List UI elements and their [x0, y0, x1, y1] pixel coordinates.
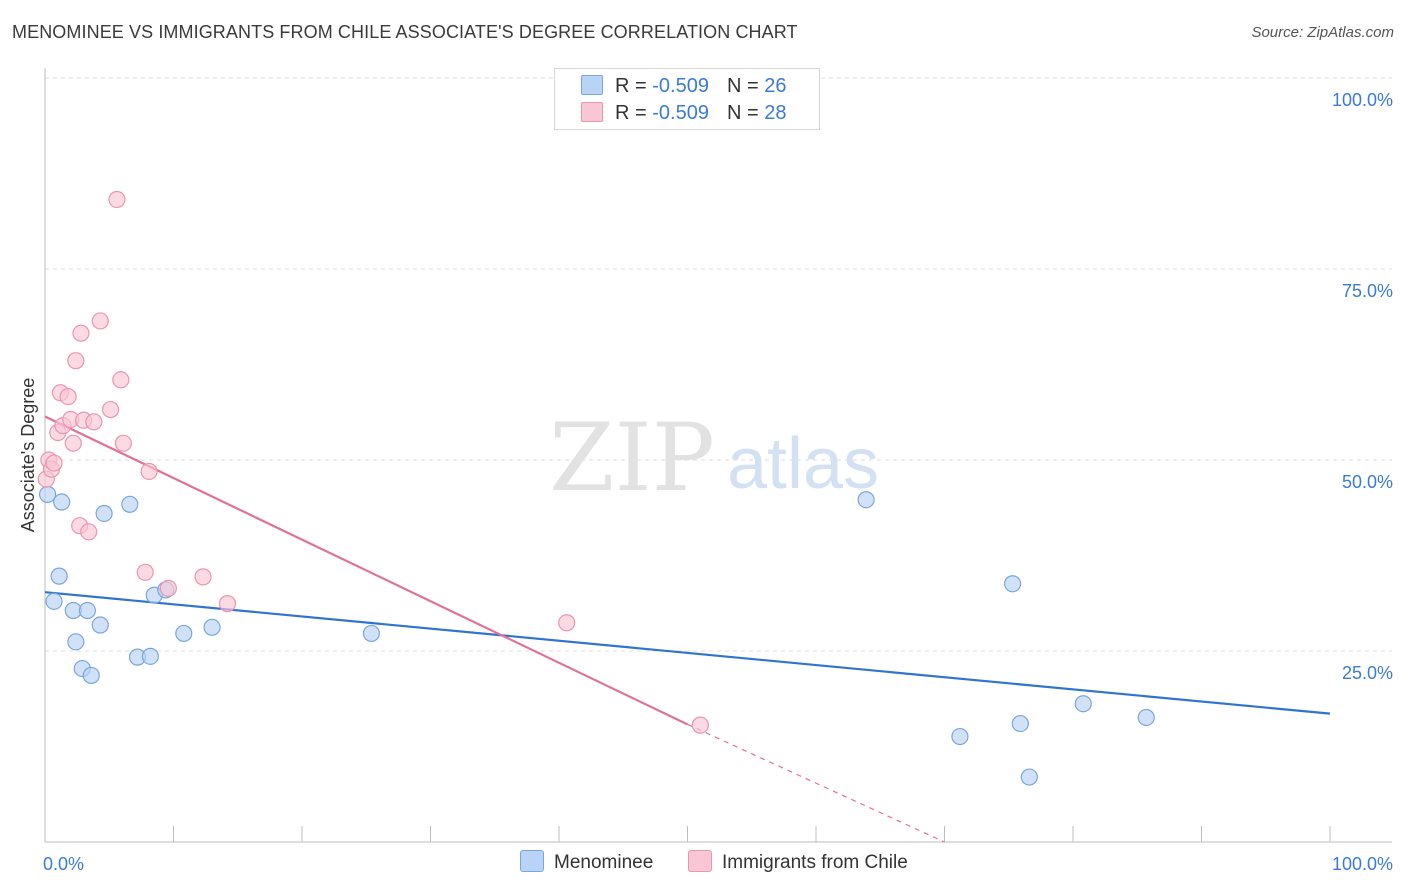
points-layer — [37, 190, 1155, 786]
menominee-point[interactable] — [175, 624, 193, 643]
chile-point[interactable] — [67, 352, 85, 370]
legend-row-chile: R = -0.509 N = 28 — [581, 102, 786, 126]
chile-point[interactable] — [59, 387, 77, 406]
axes-layer: 100.0% 75.0% 50.0% 25.0% 0.0% 100.0% — [43, 68, 1393, 874]
chile-trendline-extension — [687, 723, 945, 843]
menominee-point[interactable] — [91, 616, 109, 634]
source-credit: Source: ZipAtlas.com — [1251, 24, 1394, 41]
menominee-point[interactable] — [50, 567, 68, 585]
legend-swatch-chile — [581, 102, 603, 122]
legend-swatch-chile — [688, 850, 712, 872]
chile-point[interactable] — [72, 324, 90, 342]
menominee-point[interactable] — [1004, 575, 1022, 593]
chart-title: MENOMINEE VS IMMIGRANTS FROM CHILE ASSOC… — [12, 22, 798, 42]
chile-point[interactable] — [558, 614, 576, 632]
y-tick-label: 75.0% — [1342, 281, 1393, 301]
y-tick-label: 100.0% — [1332, 90, 1393, 110]
watermark: ZIP atlas — [549, 404, 879, 513]
chile-point[interactable] — [45, 454, 63, 472]
legend-n-value: 26 — [764, 75, 787, 97]
menominee-point[interactable] — [857, 491, 875, 509]
legend-label-menominee: Menominee — [554, 852, 654, 873]
chile-point[interactable] — [218, 595, 237, 613]
menominee-point[interactable] — [95, 504, 113, 523]
menominee-point[interactable] — [78, 601, 97, 620]
chile-point[interactable] — [85, 413, 103, 431]
y-tick-label: 50.0% — [1342, 472, 1393, 492]
chile-point[interactable] — [112, 371, 130, 389]
chile-point[interactable] — [140, 462, 158, 481]
chile-point[interactable] — [91, 312, 109, 330]
legend-r-label: R = — [615, 102, 653, 124]
chile-point[interactable] — [136, 563, 154, 581]
menominee-point[interactable] — [362, 624, 380, 643]
chile-point[interactable] — [691, 716, 709, 734]
legend-r-value: -0.509 — [652, 102, 709, 124]
legend-label-chile: Immigrants from Chile — [722, 852, 908, 873]
legend-row-menominee: R = -0.509 N = 26 — [581, 75, 786, 99]
menominee-point[interactable] — [67, 633, 85, 651]
legend-swatch-menominee — [581, 75, 603, 95]
x-tick-label-max: 100.0% — [1332, 854, 1393, 874]
menominee-point[interactable] — [45, 592, 63, 610]
watermark-zip: ZIP — [549, 404, 715, 513]
legend-r-value: -0.509 — [652, 75, 709, 97]
menominee-point[interactable] — [82, 666, 100, 685]
menominee-point[interactable] — [141, 647, 159, 665]
legend-swatch-menominee — [520, 850, 544, 872]
watermark-atlas: atlas — [727, 424, 879, 504]
legend-item-menominee[interactable]: Menominee — [520, 850, 653, 876]
chile-point[interactable] — [64, 434, 82, 452]
legend-r-label: R = — [615, 75, 653, 97]
chile-point[interactable] — [159, 579, 177, 597]
grid-layer — [45, 77, 1392, 652]
menominee-point[interactable] — [1011, 714, 1029, 733]
chile-point[interactable] — [101, 400, 120, 419]
chile-point[interactable] — [194, 568, 212, 586]
menominee-point[interactable] — [121, 495, 139, 513]
y-axis-label: Associate's Degree — [18, 378, 38, 533]
menominee-point[interactable] — [53, 493, 71, 511]
chile-point[interactable] — [108, 190, 126, 209]
chile-point[interactable] — [80, 523, 98, 541]
menominee-trendline — [44, 591, 1331, 715]
y-tick-label: 25.0% — [1342, 663, 1393, 683]
menominee-point[interactable] — [1074, 695, 1092, 713]
legend-item-chile[interactable]: Immigrants from Chile — [688, 850, 908, 876]
menominee-point[interactable] — [1137, 708, 1155, 727]
stats-legend: R = -0.509 N = 26 R = -0.509 N = 28 — [554, 68, 820, 130]
legend-n-label: N = — [726, 102, 765, 124]
chile-point[interactable] — [114, 434, 132, 452]
legend-n-value: 28 — [764, 102, 787, 124]
menominee-point[interactable] — [203, 618, 221, 636]
menominee-point[interactable] — [1020, 768, 1038, 786]
menominee-point[interactable] — [951, 727, 969, 746]
legend-n-label: N = — [726, 75, 765, 97]
x-tick-label-min: 0.0% — [43, 854, 84, 874]
menominee-point[interactable] — [38, 485, 57, 503]
